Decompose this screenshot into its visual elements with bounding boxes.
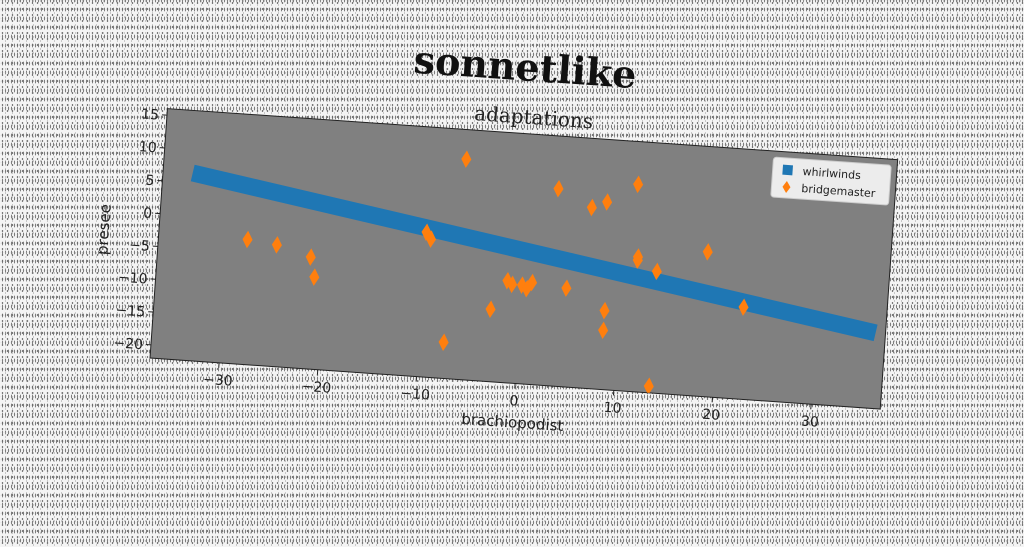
- legend-swatch: [782, 165, 793, 176]
- y-tick-label: 5: [145, 173, 155, 190]
- y-tick-label: −15: [115, 302, 146, 320]
- y-tick-label: 15: [141, 106, 160, 123]
- x-tick-label: 30: [800, 414, 819, 431]
- x-axis-label: brachiopodist: [461, 410, 564, 435]
- chart-title: adaptations: [474, 101, 594, 133]
- x-tick-label: 10: [603, 400, 622, 417]
- y-tick-label: −20: [113, 335, 144, 353]
- x-tick-label: −20: [301, 379, 332, 397]
- x-tick-label: 0: [509, 393, 519, 410]
- y-tick-label: −10: [117, 270, 148, 288]
- y-tick-label: 10: [138, 139, 157, 156]
- x-tick-label: 20: [702, 407, 721, 424]
- scatter-point: [587, 393, 598, 411]
- x-tick-label: −10: [400, 386, 431, 404]
- x-tick-label: −30: [203, 372, 234, 390]
- y-tick-label: −5: [129, 237, 151, 254]
- y-tick-label: 0: [143, 205, 153, 222]
- y-axis-label: presee: [93, 203, 115, 255]
